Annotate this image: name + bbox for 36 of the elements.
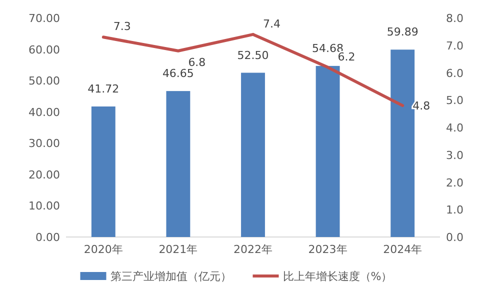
x-tick-label: 2020年: [84, 243, 123, 256]
y-tick-label: 30.00: [28, 137, 60, 150]
y2-tick-label: 6.0: [446, 66, 464, 80]
x-tick-label: 2021年: [158, 243, 198, 256]
y-tick-label: 10.00: [28, 200, 60, 213]
data-label: 46.65: [162, 67, 194, 80]
y2-tick-label: 3.0: [446, 148, 464, 162]
y-tick-label: 70.00: [28, 12, 60, 25]
bar: [91, 106, 116, 237]
x-tick-label: 2022年: [234, 243, 272, 256]
y-tick-label: 60.00: [28, 43, 60, 56]
y-tick-label: 40.00: [28, 106, 60, 119]
y2-tick-label: 8.0: [446, 12, 464, 25]
data-label: 59.89: [386, 26, 418, 39]
y-tick-label: 20.00: [28, 168, 60, 182]
y2-tick-label: 1.0: [446, 204, 464, 217]
data-label: 7.3: [113, 20, 131, 34]
x-tick-label: 2023年: [308, 243, 348, 256]
y2-tick-label: 0.0: [446, 231, 464, 244]
y2-tick-label: 5.0: [446, 94, 464, 108]
y2-tick-label: 7.0: [446, 39, 464, 52]
bar: [316, 66, 340, 237]
data-label: 41.72: [88, 82, 120, 96]
bar: [390, 50, 415, 237]
data-label: 52.50: [237, 48, 269, 62]
data-label: 7.4: [263, 17, 280, 30]
x-tick-label: 2024年: [383, 243, 422, 256]
y-tick-label: 0.00: [36, 231, 60, 244]
bar: [241, 72, 265, 237]
legend-label: 第三产业增加值（亿元）: [110, 270, 232, 283]
y-tick-label: 50.00: [28, 74, 60, 88]
y2-tick-label: 2.0: [446, 176, 464, 190]
legend-label: 比上年增长速度（%）: [282, 270, 392, 283]
y2-tick-label: 4.0: [446, 122, 464, 134]
bar: [166, 91, 190, 237]
data-label: 6.8: [188, 56, 206, 69]
